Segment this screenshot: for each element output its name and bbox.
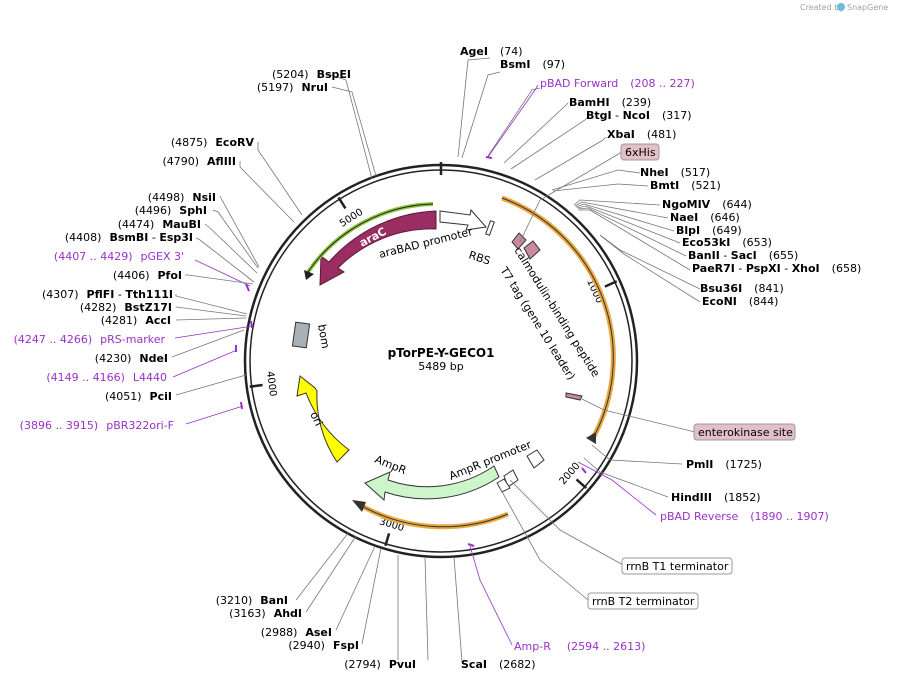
feature-arac[interactable]	[319, 210, 437, 286]
tick-label: 5000	[338, 207, 365, 230]
boxed-label: rrnB T1 terminator	[626, 560, 729, 573]
enzyme-label[interactable]: (4307) PflFI - Tth111I	[42, 288, 173, 301]
feature-label-ori: ori	[307, 410, 325, 429]
feature-bom[interactable]	[291, 321, 311, 349]
primer-label[interactable]: (4407 .. 4429) pGEX 3'	[54, 250, 184, 263]
enzyme-label[interactable]: BmtI (521)	[650, 179, 721, 192]
feature-label-bom: bom	[315, 323, 332, 349]
primer-labels: pBAD Forward (208 .. 227) (4407 .. 4429) p…	[14, 77, 829, 653]
primer-label[interactable]: (3896 .. 3915) pBR322ori-F	[20, 419, 174, 432]
tick-mark	[384, 532, 391, 547]
enzyme-label[interactable]: (4474) MauBI	[118, 218, 201, 231]
boxed-feature-rrnb-t1[interactable]: rrnB T1 terminator	[621, 557, 733, 575]
enzyme-label[interactable]: NheI (517)	[640, 166, 710, 179]
snapgene-logo-icon	[837, 3, 845, 11]
enzyme-label[interactable]: (4498) NsiI	[148, 191, 216, 204]
enzyme-label[interactable]: BtgI - NcoI (317)	[586, 109, 692, 122]
tick-mark	[249, 383, 263, 388]
leader-lines-left	[171, 73, 626, 663]
boxed-feature-rrnb-t2[interactable]: rrnB T2 terminator	[587, 592, 699, 610]
tick-mark	[575, 478, 588, 489]
plasmid-name: pTorPE-Y-GECO1	[388, 346, 495, 360]
feature-ampr[interactable]	[364, 465, 500, 502]
credit-brand: SnapGene	[847, 3, 888, 12]
enzyme-labels-bottom: (3210) BanI (3163) AhdI (2988) AseI (2940) F…	[216, 594, 536, 671]
credit-text: Created by	[800, 3, 844, 12]
primer-label[interactable]: (4149 .. 4166) L4440	[46, 371, 167, 384]
enzyme-label[interactable]: (2794) PvuI	[344, 658, 416, 671]
enzyme-label[interactable]: ScaI (2682)	[461, 658, 536, 671]
boxed-label: enterokinase site	[698, 426, 793, 439]
enzyme-label[interactable]: BsmI (97)	[500, 58, 565, 71]
enzyme-label[interactable]: AgeI (74)	[460, 45, 523, 58]
enzyme-label[interactable]: (4406) PfoI	[113, 269, 182, 282]
enzyme-label[interactable]: (4875) EcoRV	[171, 136, 255, 149]
enzyme-label[interactable]: (3163) AhdI	[229, 607, 302, 620]
feature-calmodulin[interactable]	[523, 240, 541, 260]
enzyme-label[interactable]: (4496) SphI	[135, 204, 207, 217]
tick-mark	[604, 280, 618, 288]
enzyme-label[interactable]: (4408) BsmBI - Esp3I	[65, 231, 193, 244]
feature-label-ampr: AmpR	[373, 453, 409, 477]
feature-rbs[interactable]	[485, 220, 495, 236]
enzyme-label[interactable]: BlpI (649)	[676, 224, 742, 237]
tick-label: 4000	[264, 371, 278, 398]
enzyme-label[interactable]: (4230) NdeI	[95, 352, 168, 365]
primer-label[interactable]: Amp-R (2594 .. 2613)	[514, 640, 645, 653]
enzyme-label[interactable]: (3210) BanI	[216, 594, 288, 607]
enzyme-label[interactable]: (5204) BspEI	[272, 68, 351, 81]
primer-lines	[172, 84, 657, 646]
enzyme-label[interactable]: Eco53kI (653)	[682, 236, 772, 249]
boxed-label: rrnB T2 terminator	[592, 595, 695, 608]
enzyme-label[interactable]: (4051) PciI	[105, 390, 172, 403]
feature-enterokinase[interactable]	[565, 392, 583, 401]
enzyme-label[interactable]: (2940) FspI	[288, 639, 359, 652]
feature-ori[interactable]	[296, 375, 350, 463]
enzyme-label[interactable]: (4790) AflIII	[162, 155, 236, 168]
enzyme-label[interactable]: HindIII (1852)	[671, 491, 761, 504]
enzyme-label[interactable]: BamHI (239)	[569, 96, 651, 109]
feature-label-rbs: RBS	[467, 248, 492, 267]
enzyme-label[interactable]: BanII - SacI (655)	[688, 249, 798, 262]
enzyme-label[interactable]: (4282) BstZ17I	[80, 301, 172, 314]
enzyme-label[interactable]: NgoMIV (644)	[662, 198, 752, 211]
primer-label[interactable]: pBAD Forward (208 .. 227)	[540, 77, 695, 90]
enzyme-label[interactable]: EcoNI (844)	[702, 295, 778, 308]
enzyme-label[interactable]: PaeR7I - PspXI - XhoI (658)	[692, 262, 861, 275]
primer-label[interactable]: pBAD Reverse (1890 .. 1907)	[660, 510, 829, 523]
snapgene-credit[interactable]: Created by SnapGene	[800, 3, 888, 12]
enzyme-label[interactable]: Bsu36I (841)	[700, 282, 784, 295]
tick-mark	[337, 196, 347, 210]
enzyme-label[interactable]: (2988) AseI	[261, 626, 332, 639]
boxed-feature-6xhis[interactable]: 6xHis	[620, 143, 660, 161]
enzyme-label[interactable]: (4281) AccI	[101, 314, 171, 327]
plasmid-length: 5489 bp	[418, 360, 463, 373]
boxed-feature-enterokinase[interactable]: enterokinase site	[693, 423, 796, 441]
feature-arabad-promoter[interactable]	[439, 208, 487, 231]
boxed-label: 6xHis	[625, 146, 656, 159]
feature-ampr-promoter[interactable]	[526, 449, 545, 469]
leader-lines	[457, 57, 701, 498]
enzyme-labels-left: (5204) BspEI (5197) NruI (4875) EcoRV (4790…	[42, 68, 351, 403]
enzyme-label[interactable]: (5197) NruI	[257, 81, 328, 94]
enzyme-labels-right: AgeI (74) BsmI (97) BamHI (239) BtgI - NcoI…	[460, 45, 861, 504]
enzyme-label[interactable]: XbaI (481)	[607, 128, 676, 141]
primer-label[interactable]: (4247 .. 4266) pRS-marker	[14, 333, 166, 346]
enzyme-label[interactable]: NaeI (646)	[670, 211, 740, 224]
enzyme-label[interactable]: PmlI (1725)	[686, 458, 762, 471]
primer-marks	[235, 156, 587, 547]
